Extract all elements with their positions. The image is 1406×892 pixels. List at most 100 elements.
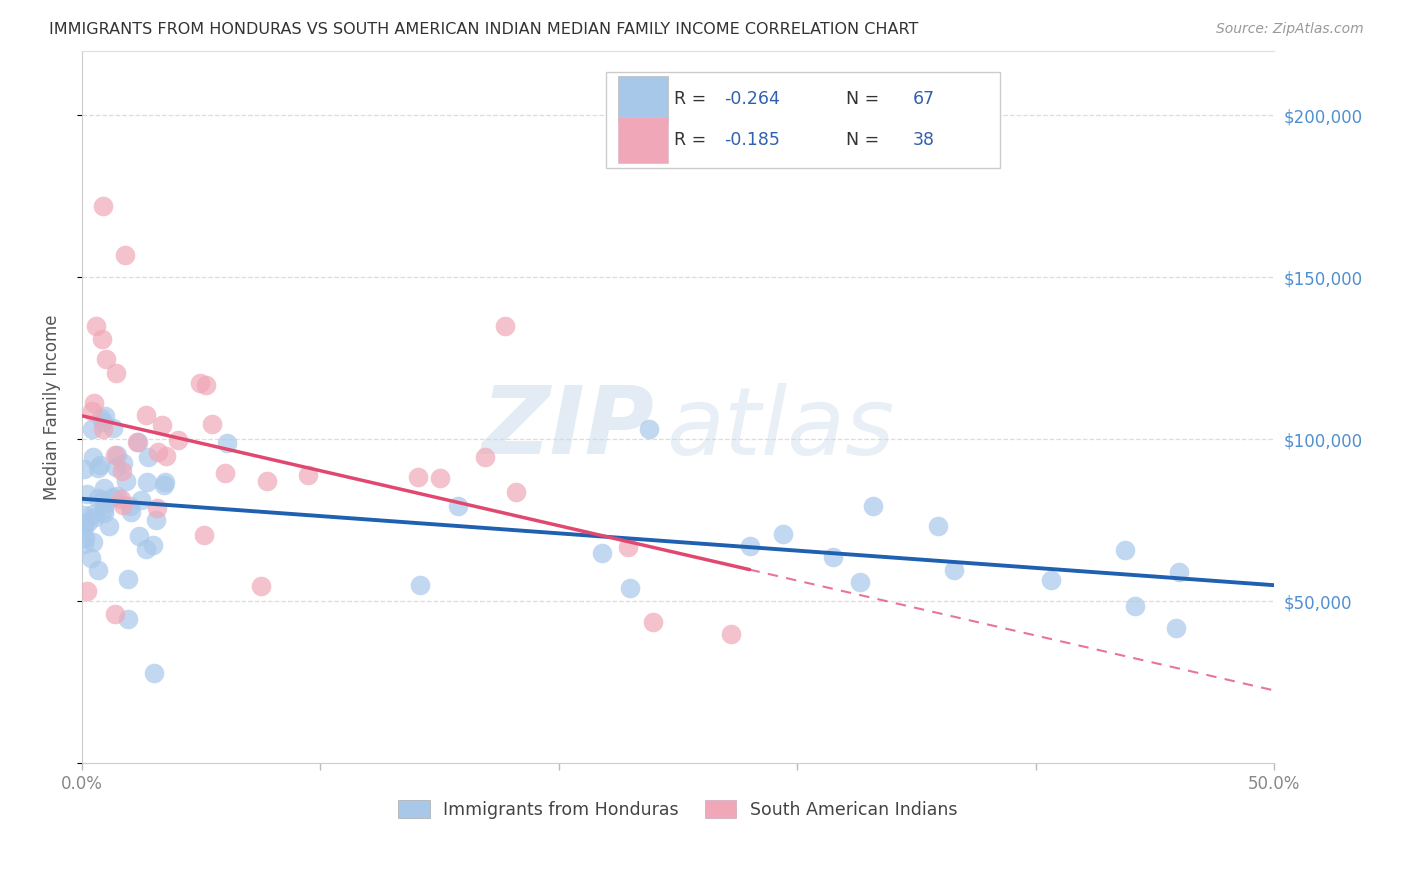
Point	[101, 491, 124, 505]
Point	[125, 434, 148, 449]
Point	[76, 584, 98, 599]
Point	[143, 665, 166, 680]
Point	[86, 461, 108, 475]
Text: N =: N =	[835, 131, 886, 149]
Text: IMMIGRANTS FROM HONDURAS VS SOUTH AMERICAN INDIAN MEDIAN FAMILY INCOME CORRELATI: IMMIGRANTS FROM HONDURAS VS SOUTH AMERIC…	[49, 22, 918, 37]
Point	[94, 351, 117, 366]
Point	[110, 492, 132, 507]
Point	[73, 508, 96, 522]
Point	[76, 516, 98, 530]
Point	[87, 563, 110, 577]
Point	[135, 409, 157, 423]
Point	[1040, 573, 1063, 587]
Point	[105, 460, 128, 475]
Point	[105, 489, 128, 503]
Point	[772, 527, 794, 541]
Point	[641, 615, 664, 629]
Point	[73, 531, 96, 545]
Point	[201, 417, 224, 432]
Point	[406, 469, 429, 483]
Point	[1114, 543, 1136, 558]
Text: 67: 67	[912, 90, 935, 108]
Point	[942, 563, 965, 577]
Point	[135, 542, 157, 557]
Point	[110, 464, 132, 478]
Point	[76, 487, 98, 501]
Point	[129, 493, 152, 508]
Point	[150, 418, 173, 433]
Point	[494, 319, 516, 334]
Point	[93, 501, 115, 516]
Text: atlas: atlas	[666, 383, 894, 474]
Y-axis label: Median Family Income: Median Family Income	[44, 314, 60, 500]
Legend: Immigrants from Honduras, South American Indians: Immigrants from Honduras, South American…	[391, 793, 965, 826]
Point	[73, 537, 96, 551]
Point	[1168, 565, 1191, 579]
Point	[104, 607, 127, 622]
Point	[720, 627, 742, 641]
Point	[1123, 599, 1146, 613]
Text: -0.264: -0.264	[724, 90, 780, 108]
Point	[82, 534, 104, 549]
Point	[111, 456, 134, 470]
Point	[90, 411, 112, 425]
FancyBboxPatch shape	[606, 72, 1000, 169]
Point	[474, 450, 496, 465]
Point	[93, 496, 115, 510]
Point	[94, 409, 117, 423]
Point	[447, 499, 470, 513]
Point	[256, 474, 278, 488]
Point	[80, 403, 103, 417]
Point	[145, 513, 167, 527]
Point	[409, 578, 432, 592]
Point	[98, 519, 121, 533]
Point	[1166, 622, 1188, 636]
Point	[91, 492, 114, 507]
Point	[104, 366, 127, 380]
Point	[619, 582, 641, 596]
Point	[862, 499, 884, 513]
Point	[73, 521, 96, 535]
Point	[136, 475, 159, 490]
Point	[214, 466, 236, 480]
Point	[120, 504, 142, 518]
Point	[297, 468, 319, 483]
Point	[217, 436, 239, 450]
Point	[127, 435, 149, 450]
Point	[89, 458, 111, 472]
Point	[91, 422, 114, 436]
Text: N =: N =	[835, 90, 886, 108]
Text: R =: R =	[675, 131, 713, 149]
Point	[142, 539, 165, 553]
Point	[848, 574, 870, 589]
Point	[738, 539, 761, 553]
FancyBboxPatch shape	[619, 76, 668, 122]
Point	[86, 319, 108, 334]
Text: 38: 38	[912, 131, 935, 149]
Point	[112, 498, 135, 512]
Point	[155, 449, 177, 463]
Point	[118, 499, 141, 513]
Point	[115, 475, 138, 489]
Point	[93, 506, 115, 520]
Point	[146, 445, 169, 459]
Point	[93, 481, 115, 495]
Point	[505, 485, 527, 500]
Point	[117, 612, 139, 626]
Text: Source: ZipAtlas.com: Source: ZipAtlas.com	[1216, 22, 1364, 37]
Point	[152, 478, 174, 492]
Point	[821, 549, 844, 564]
Point	[927, 519, 949, 533]
Point	[80, 550, 103, 565]
Point	[91, 415, 114, 429]
Point	[136, 450, 159, 464]
Point	[617, 540, 640, 554]
Point	[93, 199, 115, 213]
Point	[155, 475, 177, 490]
Point	[101, 421, 124, 435]
Point	[114, 248, 136, 262]
Point	[638, 422, 661, 436]
Point	[105, 448, 128, 462]
Text: -0.185: -0.185	[724, 131, 780, 149]
Point	[429, 471, 451, 485]
